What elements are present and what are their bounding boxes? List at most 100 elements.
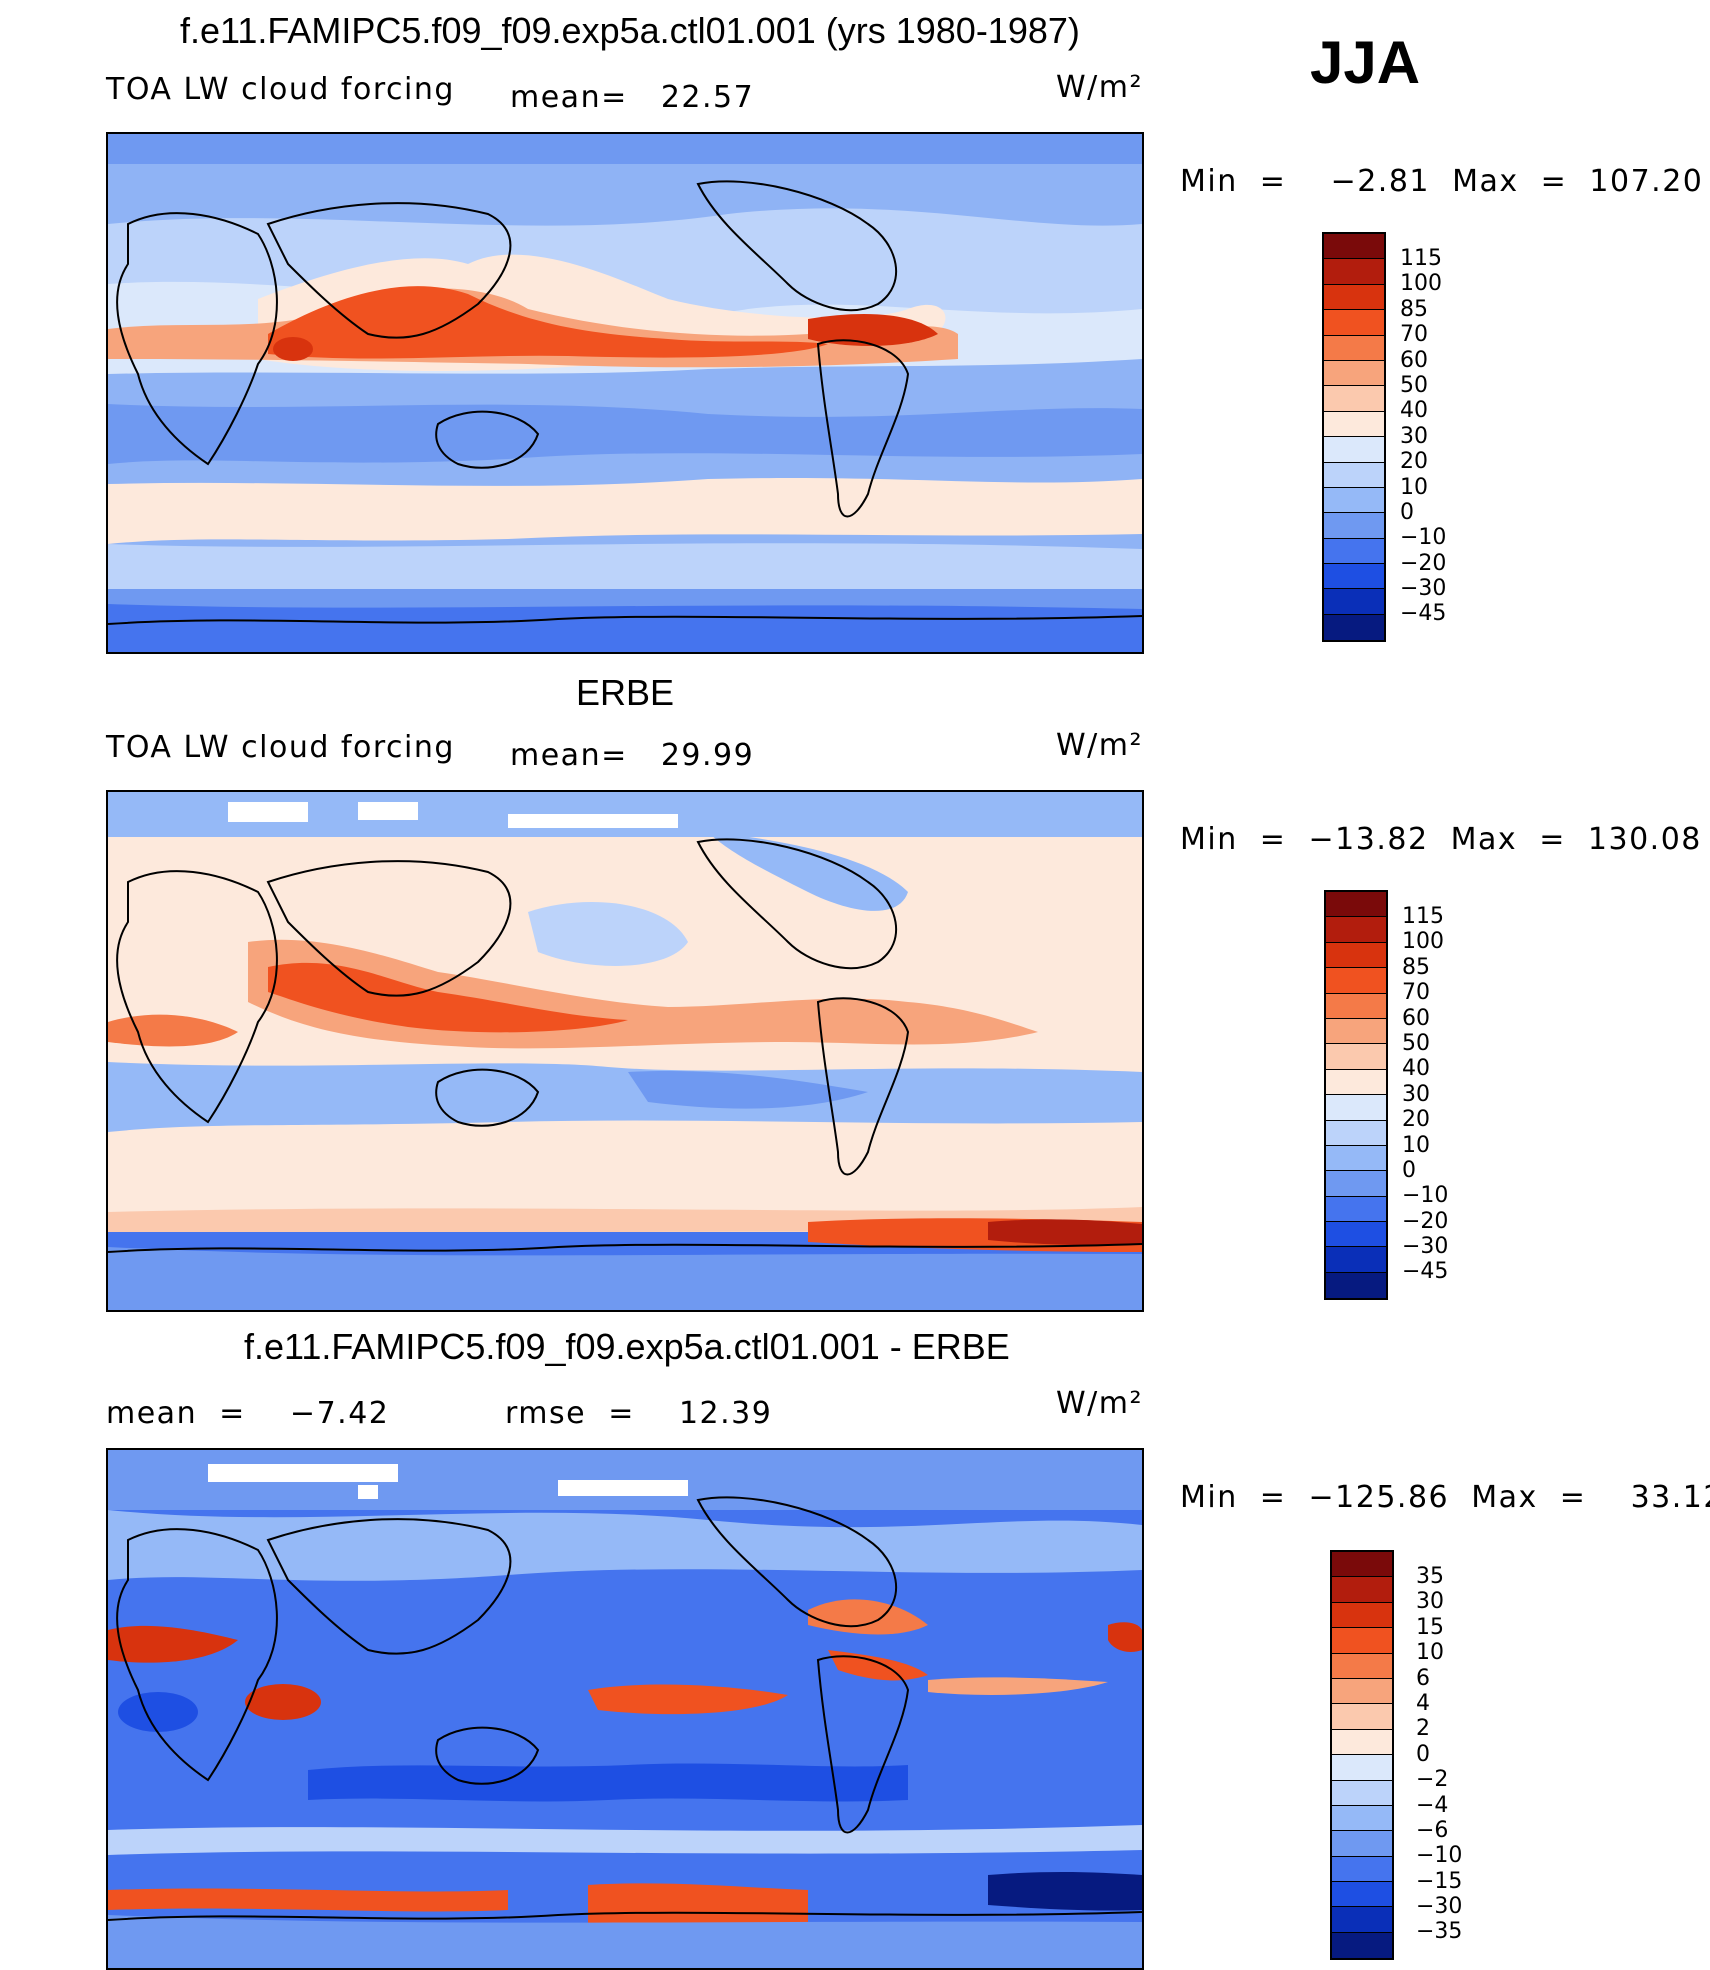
panel2-title: ERBE — [576, 672, 675, 713]
colorbar-tick-label: 20 — [1400, 449, 1428, 475]
colorbar-swatch — [1326, 1044, 1386, 1070]
panel3-map — [106, 1448, 1144, 1970]
colorbar-tick-label: 35 — [1416, 1564, 1444, 1589]
colorbar-swatch — [1324, 614, 1384, 641]
colorbar-swatch — [1332, 1602, 1392, 1629]
colorbar-tick-label: 50 — [1400, 372, 1428, 398]
colorbar-tick-label: 10 — [1400, 474, 1428, 500]
season-label: JJA — [1310, 29, 1421, 96]
colorbar-swatch — [1326, 1120, 1386, 1146]
panel1-title: f.e11.FAMIPC5.f09_f09.exp5a.ctl01.001 (y… — [180, 10, 1080, 51]
colorbar-swatch — [1332, 1805, 1392, 1832]
panel3-contour-field — [108, 1450, 1142, 1968]
colorbar-tick-label: −4 — [1416, 1792, 1449, 1818]
colorbar-tick-label: 60 — [1402, 1005, 1430, 1031]
colorbar-swatch — [1332, 1755, 1392, 1781]
colorbar-tick-label: −30 — [1416, 1894, 1463, 1920]
colorbar-tick-label: 10 — [1402, 1132, 1430, 1158]
panel1-unit-label: W/m² — [1056, 70, 1144, 105]
colorbar-swatch — [1324, 360, 1384, 387]
panel2-colorbar-labels: 115 100 85 70 60 50 40 30 20 10 0 −10 −20 −30 −45 — [1402, 904, 1448, 1285]
colorbar-swatch — [1326, 993, 1386, 1019]
colorbar-tick-label: 115 — [1402, 904, 1444, 929]
colorbar-swatch — [1326, 1247, 1386, 1273]
colorbar-swatch — [1332, 1831, 1392, 1857]
panel2-contour-field — [108, 792, 1142, 1310]
colorbar-tick-label: 0 — [1402, 1157, 1416, 1183]
colorbar-tick-label: −20 — [1400, 550, 1447, 576]
panel3-minmax: Min = −125.86 Max = 33.12 — [1180, 1480, 1710, 1515]
colorbar-swatch — [1326, 1222, 1386, 1248]
colorbar-swatch — [1332, 1653, 1392, 1679]
colorbar-swatch — [1326, 1272, 1386, 1299]
colorbar-tick-label: −10 — [1400, 525, 1447, 551]
panel3-colorbar-labels: 35 30 15 10 6 4 2 0 −2 −4 −6 −10 −15 −30 −35 — [1416, 1564, 1462, 1945]
colorbar-tick-label: 0 — [1416, 1741, 1430, 1767]
colorbar-swatch — [1332, 1577, 1392, 1603]
panel1-minmax: Min = −2.81 Max = 107.20 — [1180, 164, 1704, 199]
colorbar-tick-label: 30 — [1400, 423, 1428, 449]
panel2-colorbar — [1324, 890, 1388, 1301]
panel3-title: f.e11.FAMIPC5.f09_f09.exp5a.ctl01.001 - … — [244, 1326, 1010, 1367]
colorbar-swatch — [1324, 259, 1384, 285]
panel1-contour-field — [108, 134, 1142, 652]
colorbar-tick-label: 50 — [1402, 1030, 1430, 1056]
colorbar-swatch — [1324, 564, 1384, 590]
colorbar-tick-label: 2 — [1416, 1716, 1430, 1742]
colorbar-tick-label: −2 — [1416, 1767, 1449, 1793]
colorbar-swatch — [1326, 1095, 1386, 1121]
colorbar-swatch — [1324, 437, 1384, 463]
colorbar-tick-label: −45 — [1400, 601, 1447, 627]
colorbar-swatch — [1324, 335, 1384, 361]
colorbar-swatch — [1326, 968, 1386, 994]
colorbar-tick-label: −10 — [1402, 1183, 1449, 1209]
colorbar-tick-label: −15 — [1416, 1868, 1463, 1894]
panel3-mean-label: mean = −7.42 — [106, 1396, 390, 1431]
panel1-mean-label: mean= 22.57 — [510, 80, 755, 115]
colorbar-swatch — [1326, 1196, 1386, 1223]
colorbar-swatch — [1324, 462, 1384, 488]
colorbar-tick-label: 0 — [1400, 499, 1414, 525]
colorbar-tick-label: −10 — [1416, 1843, 1463, 1869]
colorbar-tick-label: 70 — [1400, 322, 1428, 348]
panel2-minmax: Min = −13.82 Max = 130.08 — [1180, 822, 1702, 857]
colorbar-tick-label: 30 — [1416, 1589, 1444, 1615]
colorbar-tick-label: 100 — [1402, 929, 1444, 955]
colorbar-tick-label: 85 — [1402, 954, 1430, 980]
colorbar-tick-label: −30 — [1400, 576, 1447, 602]
colorbar-tick-label: 20 — [1402, 1107, 1430, 1133]
colorbar-tick-label: 70 — [1402, 980, 1430, 1006]
panel1-colorbar — [1322, 232, 1386, 643]
colorbar-swatch — [1324, 513, 1384, 539]
colorbar-swatch — [1332, 1882, 1392, 1908]
colorbar-swatch — [1332, 1678, 1392, 1705]
colorbar-swatch — [1324, 386, 1384, 412]
panel2-map — [106, 790, 1144, 1312]
colorbar-tick-label: −30 — [1402, 1234, 1449, 1260]
colorbar-tick-label: 15 — [1416, 1614, 1444, 1640]
panel1-variable-label: TOA LW cloud forcing — [106, 72, 455, 107]
colorbar-swatch — [1332, 1552, 1392, 1578]
panel1-colorbar-labels: 115 100 85 70 60 50 40 30 20 10 0 −10 −20 −30 −45 — [1400, 246, 1446, 627]
colorbar-swatch — [1324, 538, 1384, 565]
colorbar-tick-label: 100 — [1400, 271, 1442, 297]
colorbar-swatch — [1324, 234, 1384, 260]
colorbar-tick-label: 40 — [1402, 1056, 1430, 1082]
colorbar-tick-label: 60 — [1400, 347, 1428, 373]
colorbar-swatch — [1324, 487, 1384, 514]
colorbar-tick-label: 4 — [1416, 1690, 1430, 1716]
colorbar-tick-label: 30 — [1402, 1081, 1430, 1107]
colorbar-tick-label: 40 — [1400, 398, 1428, 424]
colorbar-tick-label: 10 — [1416, 1640, 1444, 1666]
colorbar-tick-label: −45 — [1402, 1259, 1449, 1285]
colorbar-swatch — [1332, 1704, 1392, 1730]
colorbar-swatch — [1324, 411, 1384, 438]
colorbar-swatch — [1326, 1171, 1386, 1197]
colorbar-swatch — [1326, 942, 1386, 969]
colorbar-swatch — [1324, 310, 1384, 336]
colorbar-tick-label: 6 — [1416, 1665, 1430, 1691]
colorbar-swatch — [1332, 1907, 1392, 1933]
panel3-unit-label: W/m² — [1056, 1386, 1144, 1421]
colorbar-swatch — [1332, 1856, 1392, 1883]
colorbar-tick-label: −6 — [1416, 1817, 1449, 1843]
